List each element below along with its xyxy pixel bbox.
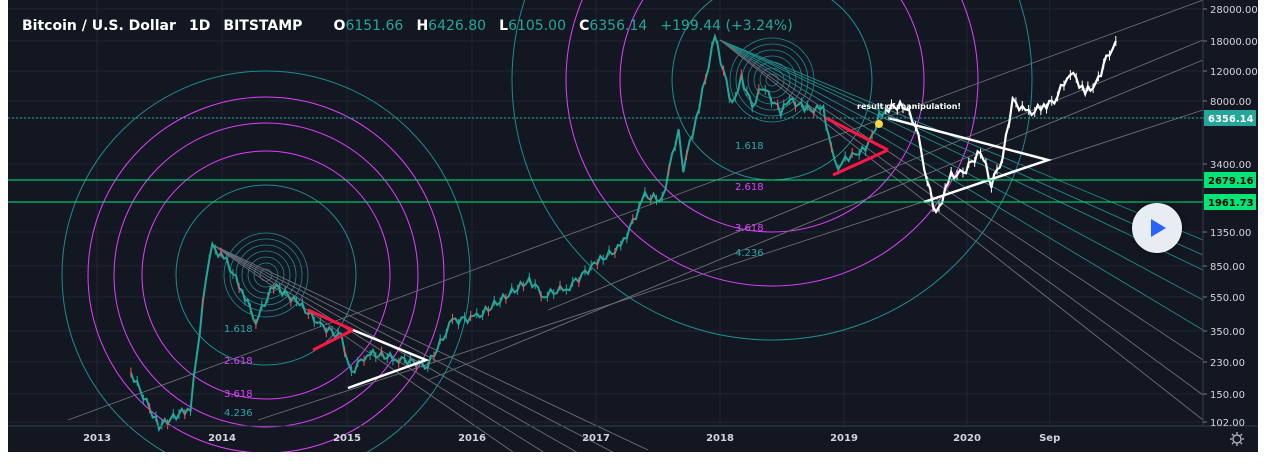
- x-tick-label: 2013: [83, 433, 111, 444]
- pattern-line: [825, 116, 889, 152]
- y-tick-label: 12000.00: [1210, 67, 1258, 78]
- fib-ring: [61, 70, 471, 452]
- y-tick-label: 3400.00: [1210, 160, 1251, 171]
- fib-ring: [511, 0, 1033, 341]
- grid: [8, 0, 1203, 426]
- pattern-line: [832, 148, 889, 177]
- change-value: +199.44 (+3.24%): [660, 18, 792, 34]
- symbol-exchange: BITSTAMP: [223, 18, 302, 34]
- x-axis-ticks: 2013 2014 2015 2016 2017 2018 2019 2020 Sep: [83, 433, 1060, 444]
- y-tick-label: 550.00: [1210, 293, 1245, 304]
- y-tick-label: 350.00: [1210, 327, 1245, 338]
- price-badge-label: 2679.16: [1208, 176, 1254, 187]
- x-tick-label: 2015: [333, 433, 361, 444]
- price-series: [129, 32, 1117, 433]
- fib-label-2018-1618: 1.618: [735, 141, 764, 152]
- legend-text: Bitcoin / U.S. Dollar 1D BITSTAMP O6151.…: [22, 15, 793, 34]
- chart-area[interactable]: 1.618 2.618 3.618 4.236 1.618 2.618 3.61…: [8, 0, 1258, 452]
- y-tick-label: 8000.00: [1210, 97, 1251, 108]
- y-tick-label: 18000.00: [1210, 37, 1258, 48]
- high-key: H: [416, 18, 428, 34]
- fib-label-2014-2618: 2.618: [224, 356, 253, 367]
- symbol-interval: 1D: [189, 18, 210, 34]
- triangle-patterns: [307, 116, 1053, 390]
- y-tick-label: 28000.00: [1210, 5, 1258, 16]
- fib-inner-ring: [223, 232, 309, 318]
- pattern-line: [307, 308, 354, 332]
- fan-line: [719, 39, 1204, 396]
- low-key: L: [499, 18, 508, 34]
- open-value: 6151.66: [345, 18, 403, 34]
- play-button[interactable]: [1132, 203, 1182, 253]
- fan-line: [719, 39, 1204, 256]
- legend-header: Bitcoin / U.S. Dollar 1D BITSTAMP O6151.…: [22, 15, 793, 34]
- price-badge: [1204, 172, 1256, 188]
- close-value: 6356.14: [589, 18, 647, 34]
- pattern-line: [347, 328, 430, 390]
- fib-label-2014-4236: 4.236: [224, 408, 253, 419]
- fib-inner-ring: [241, 250, 291, 300]
- x-tick-label: 2017: [582, 433, 610, 444]
- fan-line: [212, 244, 649, 451]
- fib-ring: [113, 122, 419, 428]
- fib-label-2014-1618: 1.618: [224, 324, 253, 335]
- fan-line: [212, 244, 614, 452]
- price-badge: [1204, 110, 1256, 126]
- chart-svg[interactable]: 1.618 2.618 3.618 4.236 1.618 2.618 3.61…: [8, 0, 1258, 452]
- x-tick-label: 2014: [208, 433, 236, 444]
- fib-ring: [141, 150, 391, 400]
- symbol-title: Bitcoin / U.S. Dollar: [22, 18, 176, 34]
- open-key: O: [334, 18, 346, 34]
- fan-line: [719, 39, 1204, 331]
- fan-line: [427, 59, 1204, 381]
- fib-inner-ring: [735, 43, 809, 117]
- play-icon: [1151, 219, 1166, 237]
- fib-ring: [619, 0, 925, 233]
- fan-line: [212, 244, 545, 452]
- fib-inner-ring: [253, 262, 279, 288]
- price-badge-label: 1961.73: [1208, 198, 1254, 209]
- price-badge: [1204, 194, 1256, 210]
- annotation-marker: [875, 120, 883, 128]
- horizontal-lines: [8, 117, 1203, 203]
- fib-ring: [565, 0, 979, 287]
- x-tick-label: 2018: [706, 433, 734, 444]
- fib-inner-ring: [229, 238, 303, 312]
- pattern-line: [887, 116, 1053, 204]
- pattern-line: [312, 328, 354, 352]
- fib-label-2018-2618: 2.618: [735, 182, 764, 193]
- fib-label-2014-3618: 3.618: [224, 389, 253, 400]
- fan-line: [212, 244, 514, 452]
- y-tick-label: 1350.00: [1210, 228, 1251, 239]
- x-tick-label: 2019: [830, 433, 858, 444]
- high-value: 6426.80: [428, 18, 486, 34]
- fib-ring: [175, 184, 357, 366]
- y-tick-label: 150.00: [1210, 390, 1245, 401]
- annotation-manipulation: result of manipulation!: [857, 102, 961, 111]
- fib-inner-ring: [247, 256, 285, 294]
- fib-label-2018-4236: 4.236: [735, 248, 764, 259]
- fan-line: [67, 0, 1204, 421]
- x-tick-label: Sep: [1039, 433, 1060, 444]
- fib-ring: [87, 96, 445, 452]
- price-badge-label: 6356.14: [1208, 114, 1254, 125]
- settings-gear-icon[interactable]: [1230, 432, 1244, 446]
- y-axis-ticks: 102.00 150.00 230.00 350.00 550.00 850.00 1350…: [1203, 5, 1258, 429]
- fan-line: [719, 39, 1204, 271]
- close-key: C: [579, 18, 589, 34]
- series-line-1: [885, 40, 1117, 214]
- x-tick-label: 2016: [458, 433, 486, 444]
- series-line-0: [129, 32, 887, 433]
- fib-inner-ring: [729, 37, 815, 123]
- fib-label-2018-3618: 3.618: [735, 223, 764, 234]
- y-tick-label: 230.00: [1210, 358, 1245, 369]
- fib-inner-ring: [259, 268, 273, 282]
- y-tick-label: 102.00: [1210, 418, 1245, 429]
- y-tick-label: 850.00: [1210, 262, 1245, 273]
- price-badges: 6356.14 2679.16 1961.73: [1204, 110, 1256, 210]
- fan-line: [719, 39, 1204, 361]
- low-value: 6105.00: [508, 18, 566, 34]
- x-tick-label: 2020: [953, 433, 981, 444]
- fib-inner-ring: [747, 55, 797, 105]
